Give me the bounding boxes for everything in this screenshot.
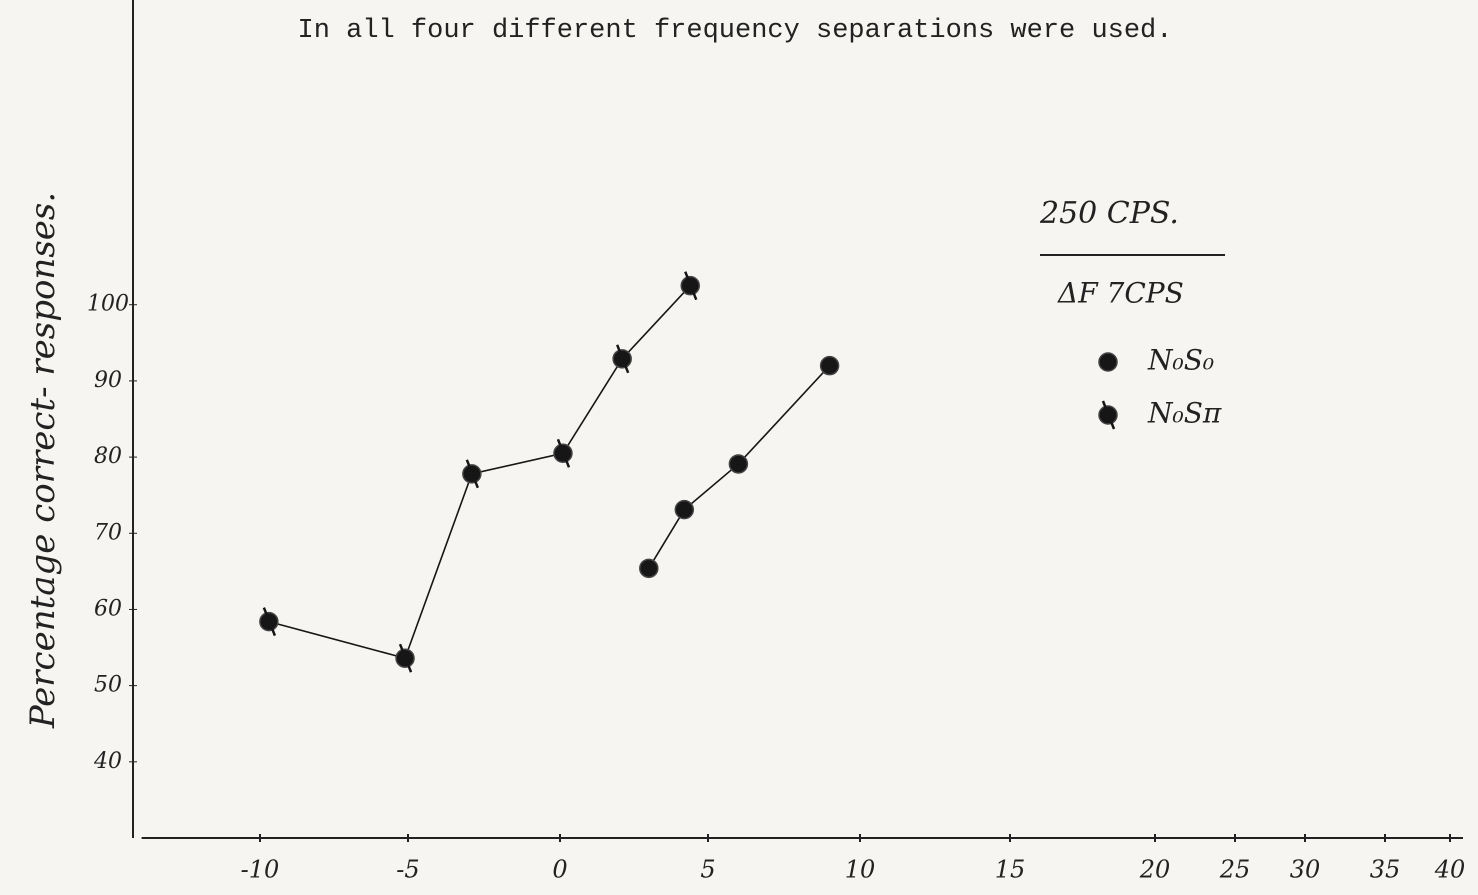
y-tick-label: 70 — [94, 520, 122, 545]
chart-title: In all four different frequency separati… — [298, 16, 1173, 46]
data-point — [639, 558, 659, 579]
y-tick-label: 40 — [93, 749, 122, 774]
y-axis-label: Percentage correct- responses. — [23, 192, 63, 729]
x-tick-label: 35 — [1370, 856, 1401, 884]
data-point — [728, 454, 749, 474]
x-tick-label: 15 — [995, 856, 1026, 884]
legend-marker — [1098, 352, 1118, 372]
point-tick — [398, 643, 413, 673]
x-tick-label: -5 — [396, 856, 419, 884]
data-point — [819, 355, 840, 376]
x-tick-label: 25 — [1219, 856, 1251, 884]
series-line — [268, 285, 691, 660]
x-tick-label: 5 — [700, 856, 715, 884]
series-line — [648, 365, 831, 569]
point-tick — [262, 607, 277, 637]
point-tick — [556, 438, 571, 468]
x-tick-label: 0 — [552, 856, 567, 884]
y-tick-label: 50 — [94, 673, 122, 698]
x-tick-label: 20 — [1139, 856, 1171, 884]
point-tick — [684, 271, 698, 301]
x-tick-label: 30 — [1290, 856, 1321, 884]
point-tick — [1101, 400, 1116, 430]
x-tick-label: 40 — [1434, 856, 1466, 884]
y-tick-label: 100 — [87, 292, 129, 317]
x-tick-label: -10 — [241, 856, 280, 884]
y-tick-label: 80 — [94, 444, 122, 469]
legend-label: N₀S₀ — [1147, 344, 1214, 377]
x-tick-label: 10 — [845, 856, 876, 884]
data-point — [674, 499, 695, 520]
point-tick — [465, 459, 480, 489]
legend-subtitle: ΔF 7CPS — [1057, 277, 1184, 310]
y-tick-label: 90 — [94, 368, 122, 393]
legend-title: 250 CPS. — [1039, 196, 1179, 231]
legend-label: N₀Sπ — [1147, 397, 1222, 430]
y-tick-label: 60 — [94, 596, 122, 621]
point-tick — [615, 344, 630, 374]
